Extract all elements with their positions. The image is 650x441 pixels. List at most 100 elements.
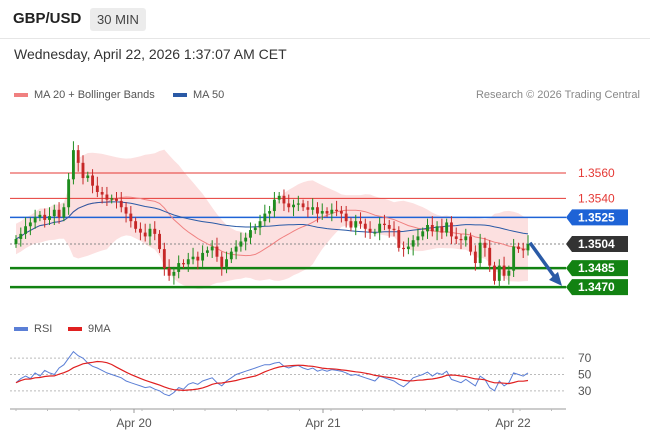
candle xyxy=(186,252,190,272)
candle-body xyxy=(95,185,99,193)
candle xyxy=(115,192,118,209)
rsi-swatch xyxy=(14,327,28,332)
candle xyxy=(454,227,458,245)
candle-body xyxy=(483,242,487,248)
candle-body xyxy=(253,227,257,231)
candle-body xyxy=(62,207,66,218)
candle-body xyxy=(435,226,439,232)
candle-body xyxy=(363,223,367,229)
research-credit: Research © 2026 Trading Central xyxy=(475,89,640,101)
candle xyxy=(19,227,23,247)
candle-body xyxy=(306,207,310,210)
ma20-line xyxy=(15,196,529,257)
candle-body xyxy=(153,228,157,234)
instrument-title: GBP/USD xyxy=(13,10,82,27)
candle-body xyxy=(258,221,262,228)
timestamp: Wednesday, April 22, 2026 1:37:07 AM CET xyxy=(14,46,287,62)
candle-body xyxy=(81,162,85,179)
bollinger-band xyxy=(16,149,528,289)
candle-body xyxy=(421,231,425,237)
candle xyxy=(272,192,276,218)
candle xyxy=(483,237,487,257)
candle xyxy=(86,171,90,182)
level-tag-bg xyxy=(566,209,628,226)
candle xyxy=(316,202,319,223)
candle-body xyxy=(349,221,353,228)
candle xyxy=(28,217,32,236)
candle-body xyxy=(167,268,171,276)
candle-body xyxy=(507,270,511,276)
candle-body xyxy=(311,207,315,210)
candle xyxy=(516,242,520,253)
candle-body xyxy=(430,224,434,232)
candle xyxy=(43,208,47,228)
candle-body xyxy=(215,246,219,257)
level-tag-bg xyxy=(566,260,628,277)
candle-body xyxy=(354,221,358,228)
ma20-swatch xyxy=(14,93,28,98)
candle-body xyxy=(244,237,248,242)
level-label-1.3470: 1.3470 xyxy=(578,280,615,294)
candle-body xyxy=(249,230,252,238)
candle-body xyxy=(57,209,61,218)
candle-body xyxy=(454,236,458,239)
candle-body xyxy=(301,203,305,208)
candle xyxy=(526,235,530,256)
candle xyxy=(296,195,300,212)
candle-body xyxy=(373,232,377,234)
candle-body xyxy=(38,214,42,218)
candle-body xyxy=(24,226,28,234)
x-tick-label: Apr 21 xyxy=(305,416,341,430)
timeframe-badge[interactable]: 30 MIN xyxy=(90,8,146,31)
candle-body xyxy=(339,211,343,214)
candle xyxy=(488,240,492,272)
candle xyxy=(191,247,195,265)
candle-body xyxy=(493,265,496,281)
candle-body xyxy=(225,259,228,267)
candle-body xyxy=(52,209,56,217)
ma50-swatch xyxy=(173,93,187,98)
candle xyxy=(330,203,334,222)
legend-ma50: MA 50 xyxy=(173,89,224,101)
legend-9ma-label: 9MA xyxy=(88,323,111,335)
candle xyxy=(162,242,166,276)
candle xyxy=(368,221,372,239)
candle xyxy=(14,235,18,248)
candle-body xyxy=(28,222,32,227)
candle xyxy=(124,202,128,223)
candle-body xyxy=(497,265,501,281)
candle xyxy=(129,205,133,228)
candle-body xyxy=(182,263,185,265)
candle-body xyxy=(43,214,47,220)
candle xyxy=(95,176,99,198)
candle xyxy=(507,265,511,285)
level-tag-bg xyxy=(566,279,628,296)
candle-body xyxy=(272,199,276,212)
candle xyxy=(421,227,425,241)
candle xyxy=(339,205,343,223)
candle xyxy=(48,207,51,225)
candle xyxy=(253,223,257,234)
rsi-line xyxy=(15,350,529,397)
candle xyxy=(249,222,252,245)
level-label-1.3540: 1.3540 xyxy=(578,191,615,205)
candle-body xyxy=(335,209,339,212)
candle xyxy=(167,259,171,281)
candle xyxy=(301,199,305,212)
legend-9ma: 9MA xyxy=(68,323,111,335)
candle-body xyxy=(19,233,23,239)
legend-rsi-label: RSI xyxy=(34,323,53,335)
x-tick-label: Apr 20 xyxy=(116,416,152,430)
candle xyxy=(205,246,209,257)
candle-body xyxy=(186,259,190,265)
candle-body xyxy=(268,211,272,214)
candle xyxy=(91,169,94,194)
candle xyxy=(521,242,525,258)
candle xyxy=(143,223,147,242)
candle xyxy=(440,218,444,239)
legend-ma20-label: MA 20 + Bollinger Bands xyxy=(34,89,155,101)
candle xyxy=(62,203,66,222)
candle-body xyxy=(330,209,334,214)
candle xyxy=(354,214,358,236)
candle-body xyxy=(392,228,396,231)
